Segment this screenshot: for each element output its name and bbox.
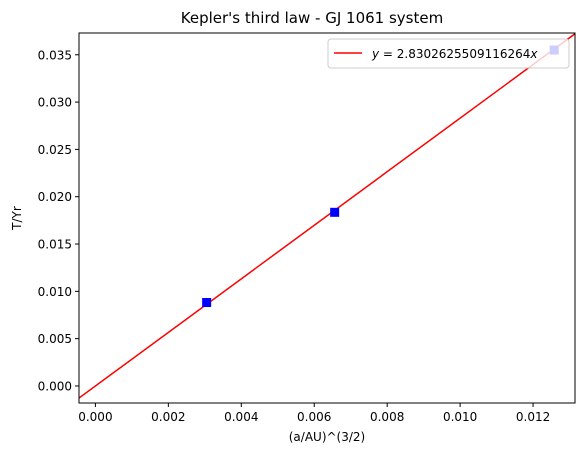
x-tick-label: 0.008 [370, 410, 404, 424]
x-tick-label: 0.000 [78, 410, 112, 424]
legend: y = 2.8302625509116264x [327, 38, 570, 69]
y-tick-label: 0.005 [38, 332, 72, 346]
y-tick-label: 0.030 [38, 96, 72, 110]
legend-label-x: x [529, 47, 538, 61]
y-tick-label: 0.015 [38, 238, 72, 252]
x-tick-label: 0.002 [151, 410, 185, 424]
y-axis-ticks: 0.000 0.005 0.010 0.015 0.020 0.025 0.030 0.035 [38, 48, 79, 393]
x-tick-label: 0.004 [224, 410, 258, 424]
data-point-2 [330, 207, 340, 217]
fit-line [79, 33, 575, 399]
x-axis-label: (a/AU)^(3/2) [289, 430, 365, 444]
x-axis-ticks: 0.000 0.002 0.004 0.006 0.008 0.010 0.012 [78, 403, 550, 424]
y-tick-label: 0.010 [38, 285, 72, 299]
y-axis-label: T/Yr [10, 206, 24, 231]
chart-title: Kepler's third law - GJ 1061 system [181, 9, 443, 27]
legend-label: y = 2.8302625509116264x [371, 47, 538, 61]
plot-frame [78, 32, 576, 404]
x-tick-label: 0.012 [516, 410, 550, 424]
legend-label-y: y [371, 47, 380, 61]
x-tick-label: 0.010 [443, 410, 477, 424]
y-tick-label: 0.020 [38, 190, 72, 204]
y-tick-label: 0.025 [38, 143, 72, 157]
y-tick-label: 0.035 [38, 48, 72, 62]
y-tick-label: 0.000 [38, 379, 72, 393]
data-point-1 [202, 298, 212, 308]
legend-label-coefficient: = 2.8302625509116264 [379, 47, 530, 61]
x-tick-label: 0.006 [297, 410, 331, 424]
legend-box [327, 38, 570, 69]
